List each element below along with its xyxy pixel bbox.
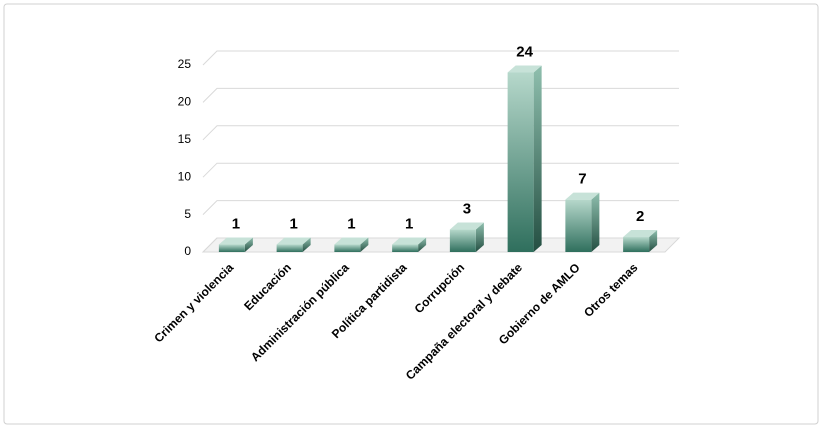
bar-top: [334, 237, 369, 245]
y-tick-label: 25: [178, 57, 192, 71]
value-label: 1: [347, 215, 355, 232]
bar-side: [533, 65, 542, 252]
chart-frame: [3, 3, 819, 425]
bar-top: [392, 237, 427, 245]
value-label: 2: [636, 208, 644, 225]
y-tick-label: 0: [184, 244, 191, 258]
bar-top: [623, 230, 658, 238]
bar: [392, 244, 419, 252]
grid-line: [202, 50, 679, 66]
value-label: 1: [232, 215, 240, 232]
bar-top: [507, 65, 542, 73]
bar-side: [475, 222, 484, 252]
bar-side: [649, 230, 658, 252]
bar-top: [449, 222, 484, 230]
y-tick-label: 10: [178, 169, 192, 183]
bar: [334, 244, 361, 252]
bar-top: [218, 237, 253, 245]
bar-top: [565, 192, 600, 200]
value-label: 24: [516, 43, 533, 60]
bar-side: [302, 237, 311, 252]
bar: [449, 229, 476, 252]
bar-side: [418, 237, 427, 252]
bar: [507, 72, 534, 252]
y-tick-label: 15: [178, 132, 192, 146]
bar-side: [244, 237, 253, 252]
bar-side: [591, 192, 600, 252]
y-tick-label: 5: [184, 207, 191, 221]
bar: [623, 237, 650, 252]
value-label: 1: [289, 215, 297, 232]
bar: [565, 199, 592, 252]
bar-side: [360, 237, 369, 252]
bar: [218, 244, 245, 252]
bar: [276, 244, 303, 252]
value-label: 7: [578, 171, 586, 188]
bar-top: [276, 237, 311, 245]
floor: [201, 237, 681, 253]
y-tick-label: 20: [178, 95, 192, 109]
value-label: 3: [463, 201, 471, 218]
value-label: 1: [405, 215, 413, 232]
